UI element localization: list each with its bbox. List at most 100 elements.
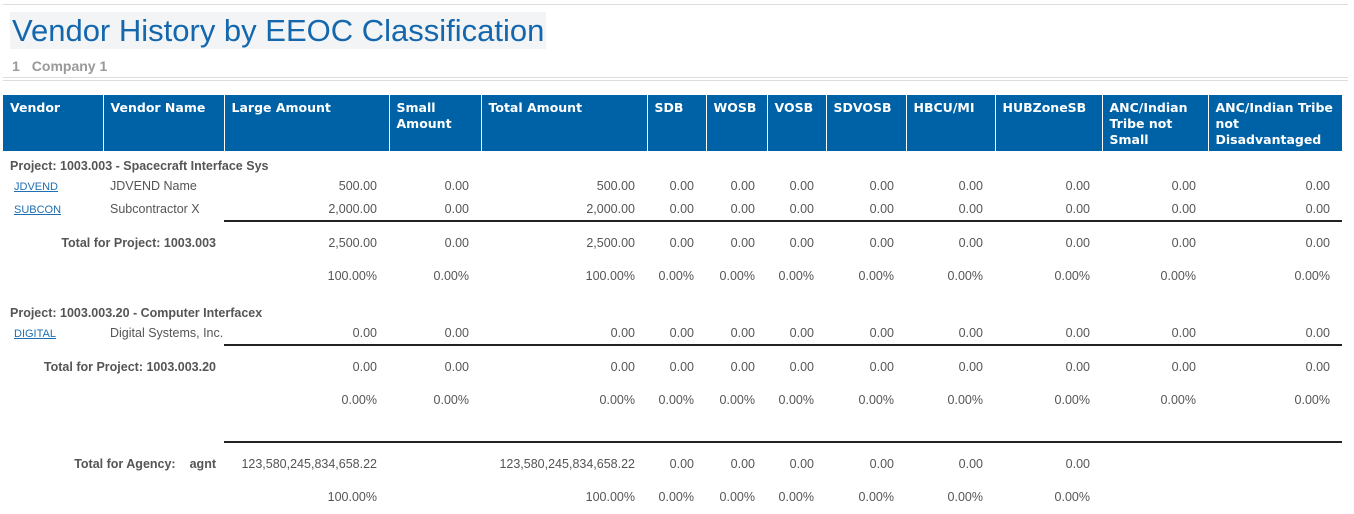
column-header: VOSB [767, 95, 827, 151]
gap-cell [3, 287, 1342, 298]
amount-cell: 0.00% [658, 268, 694, 283]
company: 1 Company 1 [12, 58, 107, 74]
header-row: Vendor Vendor Name Large Amount Small Amoun… [3, 95, 1342, 151]
percent-row: 0.00% 0.00% 0.00% 0.00% 0.00% 0.00% 0.00% 0.00%… [3, 388, 1342, 411]
amount-cell: 0.00% [778, 392, 814, 407]
amount-cell: 0.00 [826, 344, 906, 388]
amount-cell: 0.00 [669, 178, 694, 193]
agency-label-cell: Total for Agency: agnt [3, 442, 224, 485]
amount-cell: 0.00% [433, 268, 469, 283]
column-header: ANC/Indian Tribe not Disadvantaged [1208, 95, 1342, 151]
amount-cell: 0.00% [341, 392, 377, 407]
amount-cell: 0.00 [1171, 178, 1196, 193]
blank [3, 264, 224, 287]
column-header: WOSB [706, 95, 768, 151]
amount-cell: 0.00 [906, 344, 995, 388]
amount-cell: 0.00 [647, 220, 706, 264]
column-header: Vendor Name [103, 95, 225, 151]
amount-cell: 123,580,245,834,658.22 [224, 441, 389, 485]
amount-cell: 0.00 [1171, 325, 1196, 340]
amount-cell: 0.00 [1208, 220, 1342, 264]
amount-cell: 0.00 [1305, 325, 1330, 340]
vendor-row: JDVEND JDVEND Name 500.00 0.00 500.00 0.00 0.0… [3, 174, 1342, 197]
amount-cell: 0.00 [958, 325, 983, 340]
amount-cell: 0.00 [669, 325, 694, 340]
spacer [3, 411, 1342, 442]
amount-cell: 0.00 [995, 441, 1102, 485]
amount-cell: 0.00 [906, 220, 995, 264]
amount-cell: 0.00 [444, 201, 469, 216]
amount-cell: 100.00% [585, 268, 635, 283]
amount-cell: 0.00 [869, 325, 894, 340]
vendor-link[interactable]: JDVEND [14, 180, 59, 193]
column-header: SDVOSB [826, 95, 907, 151]
header-rule [3, 77, 1348, 81]
amount-cell: 100.00% [585, 489, 635, 504]
project-label: Project: 1003.003.20 - Computer Interfac… [10, 305, 263, 320]
amount-cell: 0.00% [947, 489, 983, 504]
amount-cell: 0.00 [767, 441, 826, 485]
amount-cell: 0.00% [1054, 268, 1090, 283]
amount-cell: 0.00 [706, 220, 767, 264]
column-header: Large Amount [224, 95, 390, 151]
column-header: Vendor [3, 95, 104, 151]
agency-code: agnt [189, 456, 216, 471]
amount-cell: 0.00 [826, 220, 906, 264]
amount-cell: 0.00 [706, 441, 767, 485]
amount-cell: 0.00 [730, 325, 755, 340]
vendor-link[interactable]: SUBCON [14, 204, 62, 216]
amount-cell: 2,000.00 [328, 201, 377, 216]
amount-cell: 0.00 [767, 220, 826, 264]
amount-cell: 0.00 [869, 178, 894, 193]
vendor-row: SUBCON Subcontractor X 2,000.00 0.00 2,000.0… [3, 197, 1342, 221]
amount-cell: 0.00 [1171, 201, 1196, 216]
vendor-name: Digital Systems, Inc. [110, 326, 224, 340]
vendor-link[interactable]: DIGITAL [14, 328, 56, 340]
amount-cell [389, 441, 481, 485]
amount-cell: 0.00 [906, 441, 995, 485]
amount-cell: 0.00 [669, 201, 694, 216]
project-row: Project: 1003.003 - Spacecraft Interface… [3, 151, 1342, 174]
amount-cell: 0.00% [1294, 268, 1330, 283]
vendor-name: JDVEND Name [110, 178, 197, 193]
amount-cell: 0.00 [1208, 344, 1342, 388]
report-title: Vendor History by EEOC Classification [10, 12, 547, 49]
column-header: Small Amount [389, 95, 482, 151]
amount-cell: 0.00 [1305, 201, 1330, 216]
amount-cell: 0.00 [1305, 178, 1330, 193]
amount-cell: 0.00% [1160, 268, 1196, 283]
amount-cell: 0.00% [433, 392, 469, 407]
amount-cell: 0.00 [481, 344, 647, 388]
amount-cell: 0.00 [995, 344, 1102, 388]
amount-cell: 0.00 [826, 441, 906, 485]
amount-cell: 0.00 [1102, 344, 1208, 388]
total-label: Total for Project: 1003.003 [61, 235, 216, 250]
amount-cell: 0.00 [224, 344, 389, 388]
top-rule [3, 4, 1348, 5]
vendor-cell: JDVEND [3, 174, 103, 197]
project-label: Project: 1003.003 - Spacecraft Interface… [10, 158, 269, 173]
agency-percent-row: 100.00% 100.00% 0.00% 0.00% 0.00% 0.00% 0.00% 0… [3, 485, 1342, 508]
company-number: 1 [12, 58, 20, 74]
vendor-cell: SUBCON [3, 197, 103, 221]
amount-cell: 0.00% [599, 392, 635, 407]
vendor-row: DIGITAL Digital Systems, Inc. 0.00 0.00 0.00… [3, 321, 1342, 345]
column-header: HUBZoneSB [995, 95, 1103, 151]
amount-cell [1102, 485, 1208, 508]
amount-cell: 0.00 [995, 220, 1102, 264]
amount-cell: 0.00% [947, 268, 983, 283]
amount-cell: 0.00 [1065, 325, 1090, 340]
amount-cell: 2,000.00 [586, 201, 635, 216]
amount-cell: 2,500.00 [481, 220, 647, 264]
amount-cell: 0.00 [1102, 220, 1208, 264]
amount-cell: 0.00 [730, 201, 755, 216]
amount-cell: 0.00% [719, 489, 755, 504]
amount-cell: 0.00 [789, 325, 814, 340]
amount-cell [1208, 441, 1342, 485]
amount-cell: 0.00% [778, 489, 814, 504]
amount-cell: 0.00% [1160, 392, 1196, 407]
amount-cell: 0.00 [730, 178, 755, 193]
amount-cell: 0.00% [719, 268, 755, 283]
amount-cell: 0.00 [389, 344, 481, 388]
